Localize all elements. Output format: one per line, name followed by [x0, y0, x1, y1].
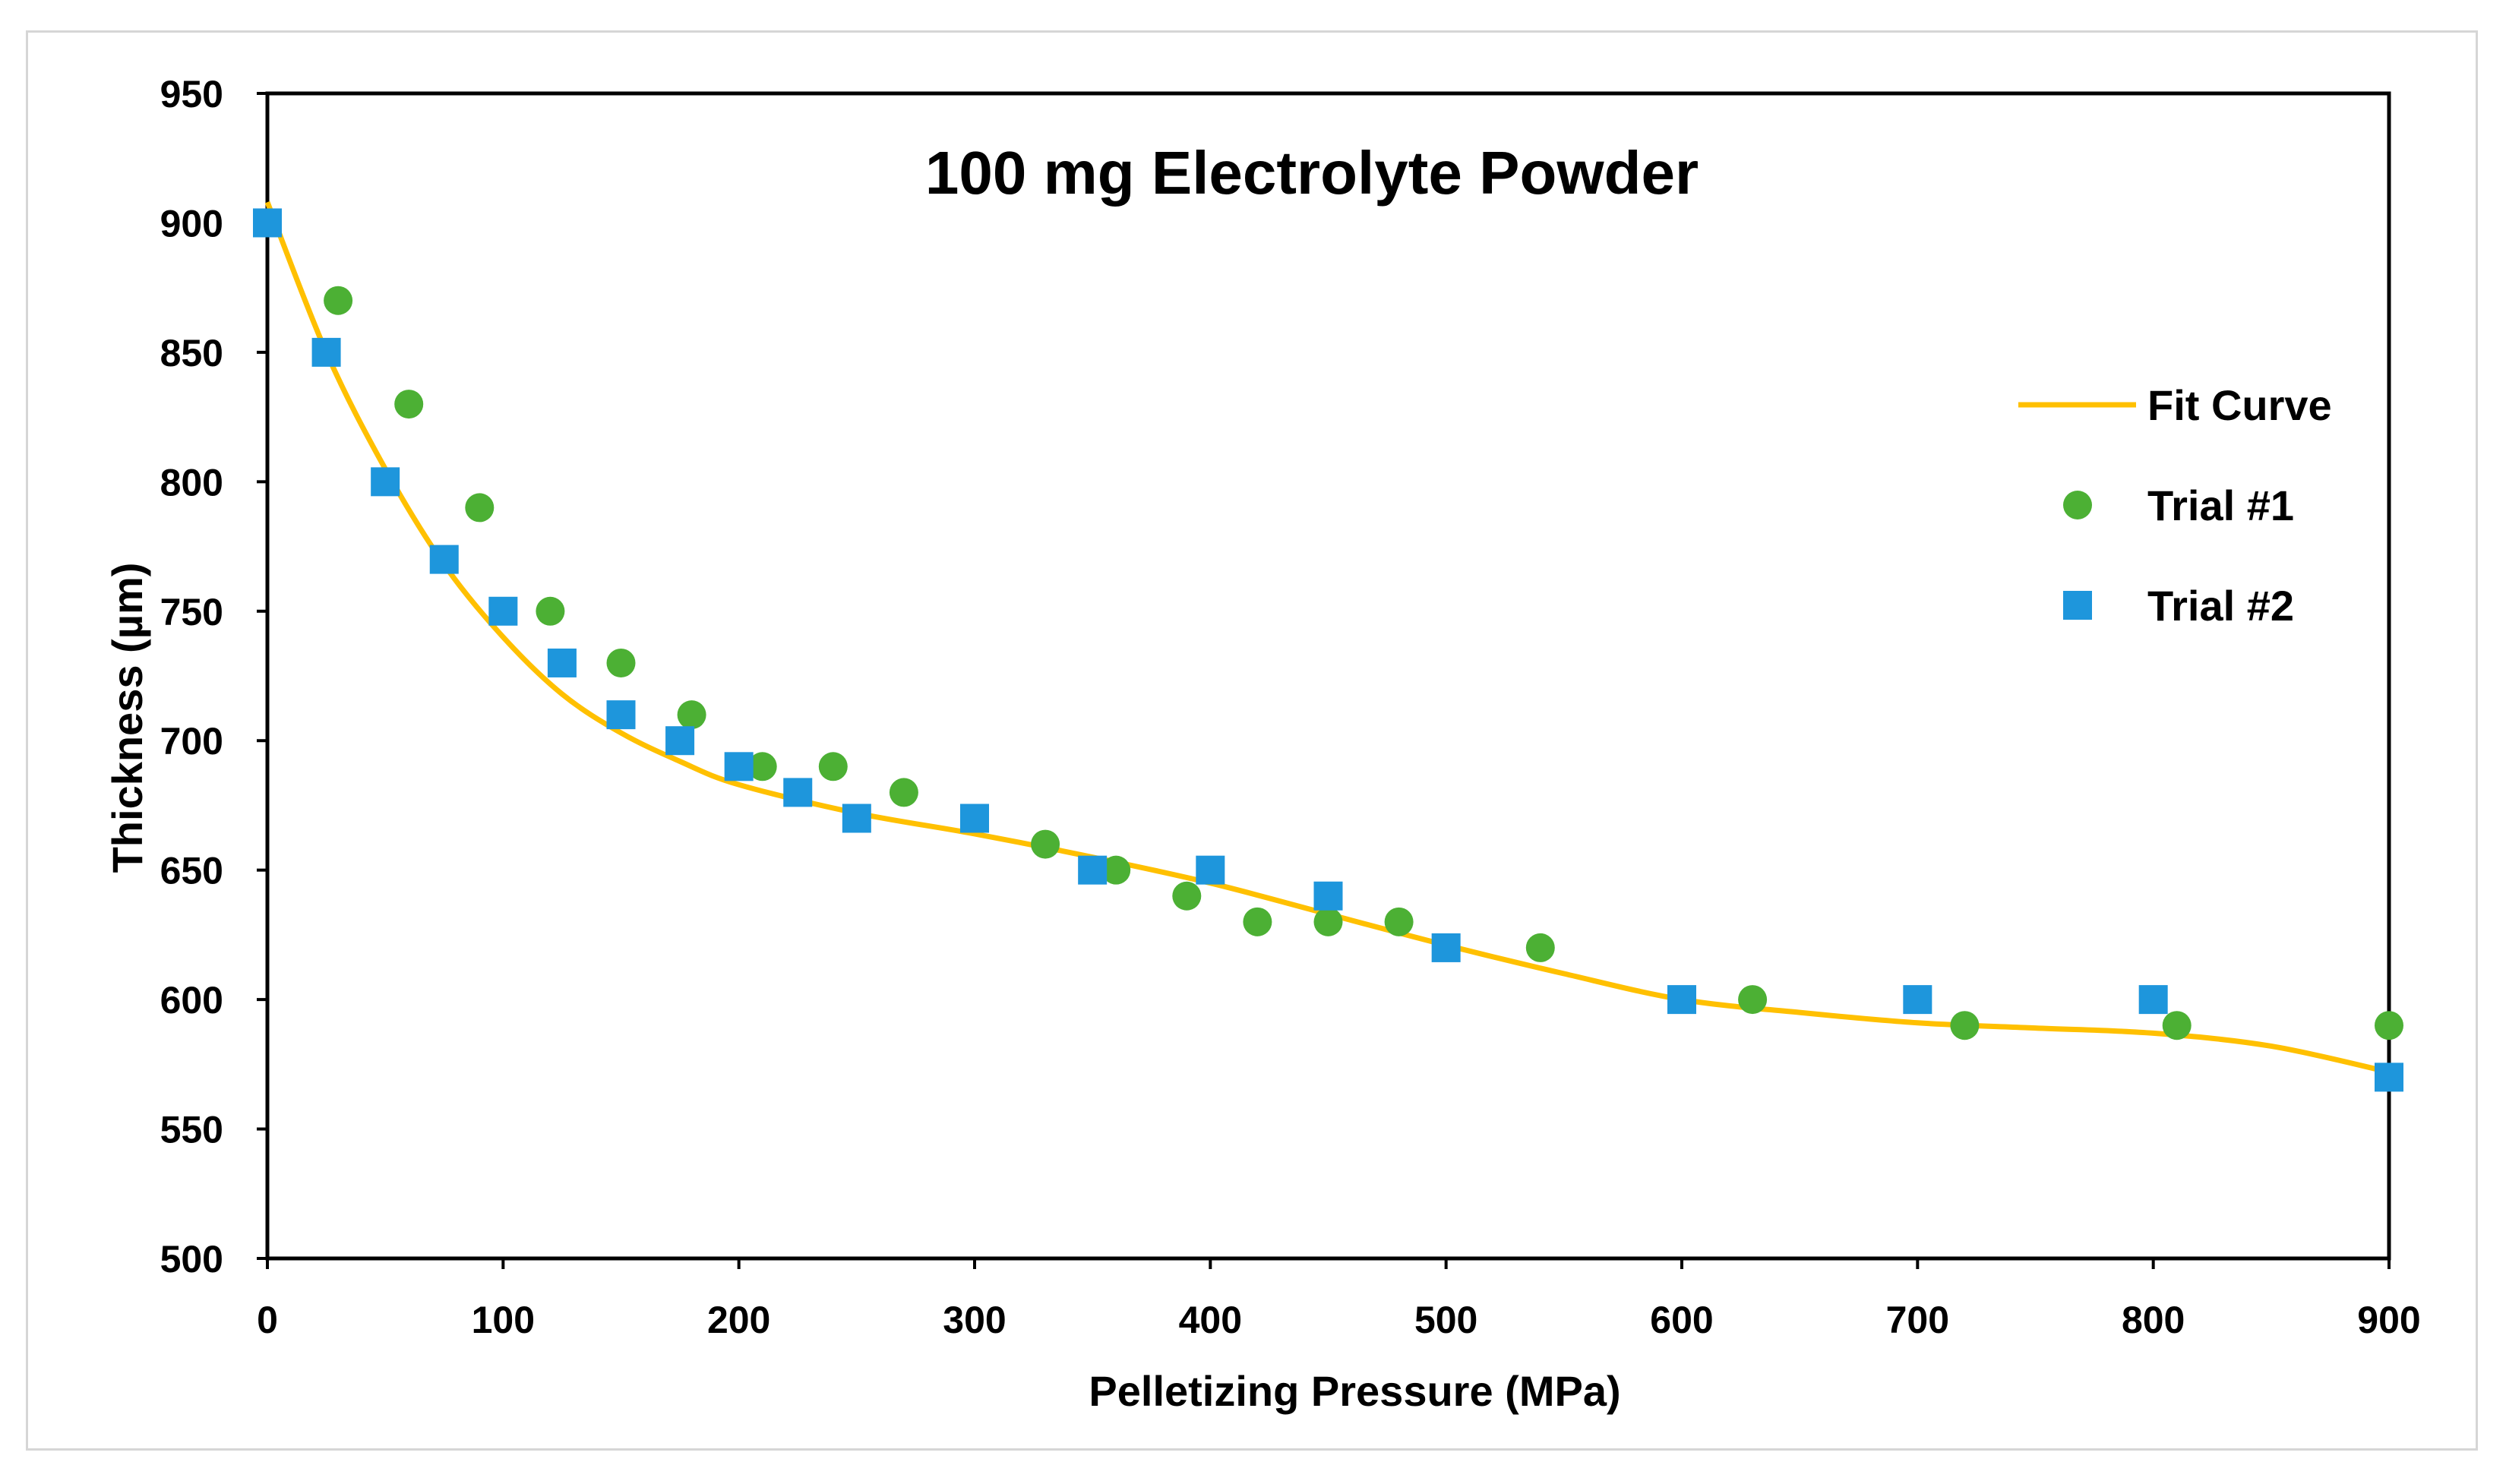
trial-1-point — [1384, 907, 1414, 936]
trial-2-point — [2375, 1062, 2403, 1092]
series-layer — [253, 200, 2403, 1092]
trial-2-point — [429, 545, 459, 574]
chart-canvas: 500 550 600 650 700 750 800 850 900 950 0 100 200 30… — [103, 73, 2421, 1415]
x-tick-label: 400 — [1179, 1299, 1242, 1341]
x-axis-title: Pelletizing Pressure (MPa) — [1089, 1367, 1620, 1415]
trial-1-point — [1950, 1011, 1980, 1040]
trial-2-point — [253, 208, 282, 238]
x-tick-label: 200 — [707, 1299, 770, 1341]
fit-curve-line — [264, 200, 2390, 1075]
x-tick-label: 800 — [2122, 1299, 2185, 1341]
trial-1-point — [2162, 1011, 2192, 1040]
trial-1-point — [747, 752, 777, 781]
trial-1-point — [1313, 907, 1343, 936]
x-tick-label: 100 — [472, 1299, 535, 1341]
trial-1-point — [1031, 829, 1060, 859]
y-tick-label: 500 — [160, 1238, 223, 1280]
trial-1-point — [465, 493, 495, 523]
trial-2-point — [665, 726, 695, 756]
trial-2-point — [783, 778, 813, 807]
trial-2-point — [1313, 881, 1343, 911]
trial-2-point — [2138, 985, 2168, 1015]
trial-1-point — [1738, 985, 1768, 1015]
trial-2-point — [724, 752, 754, 781]
x-tick-label: 600 — [1650, 1299, 1713, 1341]
trial-1-point — [394, 390, 424, 419]
trial-1-point — [818, 752, 848, 781]
y-axis: 500 550 600 650 700 750 800 850 900 950 — [160, 73, 267, 1280]
trial-1-point — [1172, 881, 1202, 911]
trial-2-point — [371, 467, 400, 497]
trial-2-point — [488, 596, 518, 626]
trial-2-point — [606, 700, 636, 730]
y-tick-label: 650 — [160, 850, 223, 892]
trial-2-point — [547, 648, 577, 677]
x-tick-label: 500 — [1414, 1299, 1477, 1341]
x-tick-label: 300 — [943, 1299, 1006, 1341]
y-tick-label: 950 — [160, 73, 223, 115]
trial-2-point — [1431, 933, 1461, 962]
y-tick-label: 700 — [160, 720, 223, 763]
y-tick-label: 800 — [160, 461, 223, 504]
x-tick-label: 900 — [2357, 1299, 2420, 1341]
chart-frame: 500 550 600 650 700 750 800 850 900 950 0 100 200 30… — [26, 30, 2478, 1451]
x-axis: 0 100 200 300 400 500 600 700 800 900 — [257, 1258, 2421, 1341]
trial-2-point — [960, 804, 989, 833]
trial-2-point — [842, 804, 871, 833]
legend: Fit Curve Trial #1 Trial #2 — [2018, 381, 2332, 630]
y-tick-label: 550 — [160, 1109, 223, 1151]
trial-1-point — [889, 778, 918, 807]
trial-1-point — [1243, 907, 1272, 936]
trial-1-point — [606, 648, 636, 677]
trial-1-point — [2375, 1011, 2403, 1040]
x-tick-label: 700 — [1886, 1299, 1949, 1341]
x-tick-label: 0 — [257, 1299, 278, 1341]
y-tick-label: 750 — [160, 591, 223, 633]
trial-2-point — [311, 337, 341, 367]
trial-2-point — [1903, 985, 1932, 1015]
trial-2-point — [1667, 985, 1696, 1015]
trial-2-point — [1196, 855, 1225, 885]
y-axis-title: Thickness (µm) — [103, 563, 151, 873]
y-tick-label: 850 — [160, 332, 223, 374]
trial-1-point — [1525, 933, 1555, 962]
plot-area — [265, 91, 2391, 1261]
legend-trial-1-swatch — [2063, 491, 2092, 519]
trial-1-point — [324, 286, 353, 315]
chart-title: 100 mg Electrolyte Powder — [925, 139, 1699, 207]
trial-1-point — [1101, 855, 1131, 885]
trial-1-point — [536, 596, 565, 626]
trial-1-point — [677, 700, 706, 730]
trial-2-point — [1078, 855, 1108, 885]
legend-label: Trial #1 — [2147, 482, 2294, 529]
y-tick-label: 900 — [160, 202, 223, 245]
legend-label: Trial #2 — [2147, 582, 2294, 630]
y-tick-label: 600 — [160, 979, 223, 1021]
legend-trial-2-swatch — [2063, 591, 2092, 620]
legend-label: Fit Curve — [2147, 381, 2332, 429]
